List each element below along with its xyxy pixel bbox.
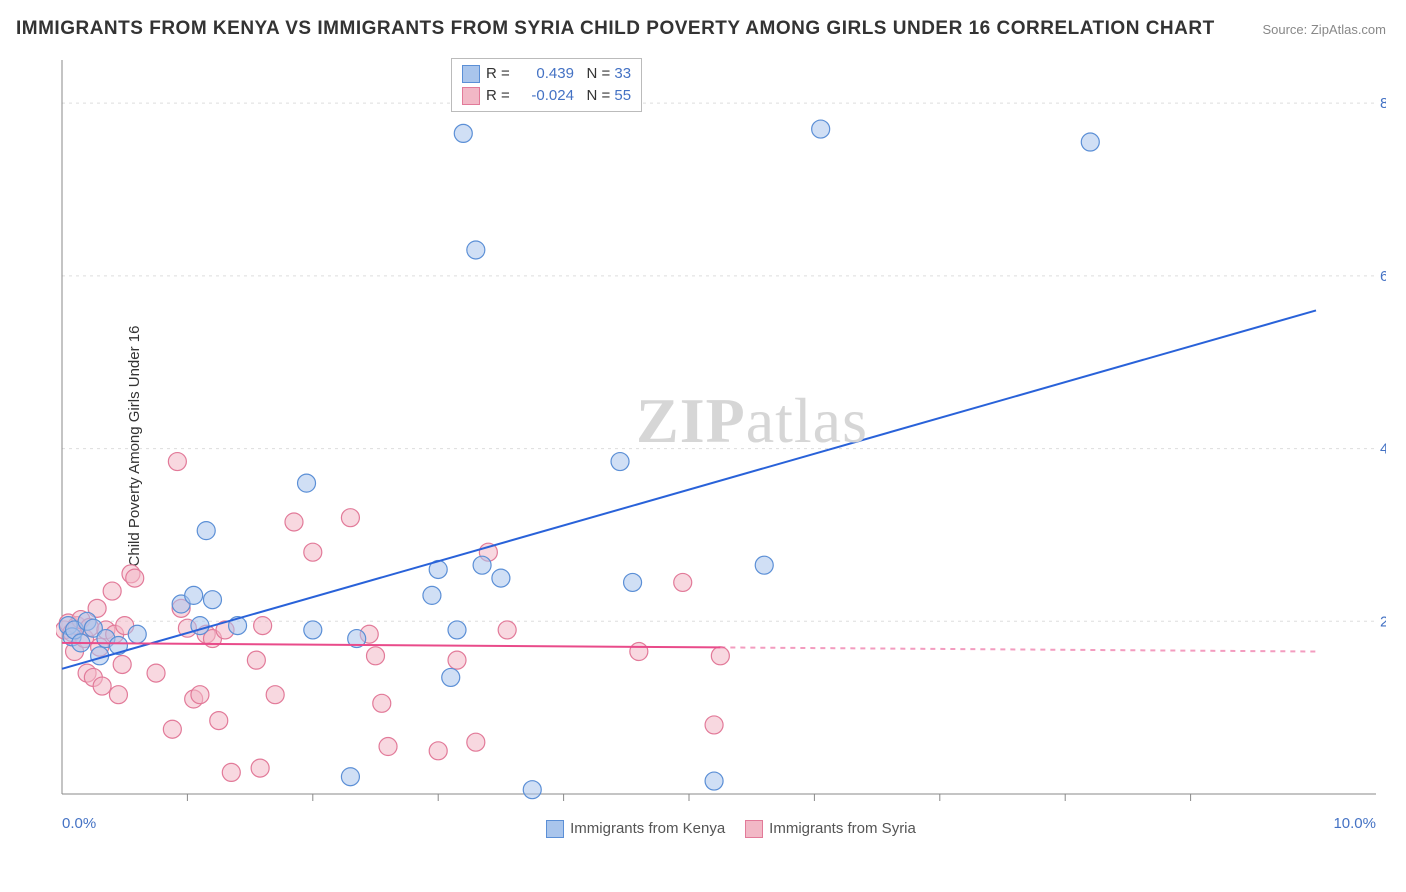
stat-r-label: R = — [486, 65, 514, 82]
plot-container: 20.0%40.0%60.0%80.0%0.0%10.0% ZIPatlas R… — [56, 54, 1386, 844]
stat-n-label: N = — [586, 65, 614, 82]
legend-swatch — [546, 820, 564, 838]
source-prefix: Source: — [1262, 22, 1310, 37]
stat-legend-box: R = 0.439 N = 33R = -0.024 N = 55 — [451, 58, 642, 112]
legend-bottom: Immigrants from Kenya Immigrants from Syr… — [56, 820, 1386, 838]
stat-row: R = -0.024 N = 55 — [462, 85, 631, 107]
source-value: ZipAtlas.com — [1311, 22, 1386, 37]
stat-r-value: 0.439 — [514, 63, 574, 85]
stat-n-label: N = — [586, 87, 614, 104]
svg-text:40.0%: 40.0% — [1380, 441, 1386, 458]
stat-swatch — [462, 87, 480, 105]
svg-text:60.0%: 60.0% — [1380, 268, 1386, 285]
stat-row: R = 0.439 N = 33 — [462, 63, 631, 85]
legend-swatch — [745, 820, 763, 838]
stat-n-value: 55 — [614, 87, 631, 104]
stat-n-value: 33 — [614, 65, 631, 82]
stat-swatch — [462, 65, 480, 83]
legend-label: Immigrants from Kenya — [570, 820, 725, 837]
source-label: Source: ZipAtlas.com — [1262, 22, 1386, 37]
svg-text:20.0%: 20.0% — [1380, 613, 1386, 630]
stat-r-value: -0.024 — [514, 85, 574, 107]
stat-r-label: R = — [486, 87, 514, 104]
legend-label: Immigrants from Syria — [769, 820, 916, 837]
svg-text:80.0%: 80.0% — [1380, 95, 1386, 112]
scatter-plot: 20.0%40.0%60.0%80.0%0.0%10.0% — [56, 54, 1386, 844]
chart-title: IMMIGRANTS FROM KENYA VS IMMIGRANTS FROM… — [16, 18, 1215, 40]
